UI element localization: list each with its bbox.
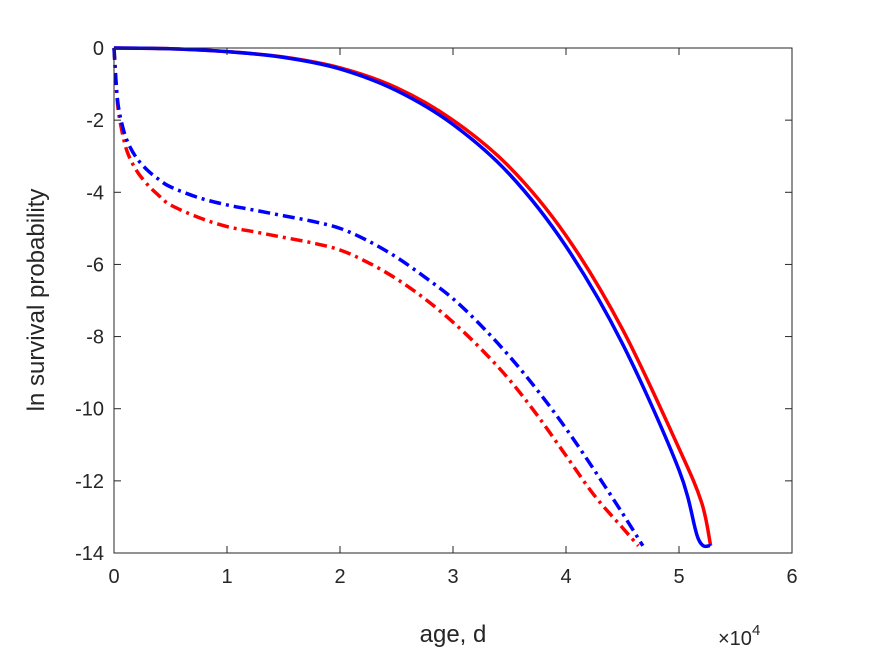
dashdot-series-line-3 <box>112 47 645 547</box>
x-axis-exponent-base: ×10 <box>718 628 752 650</box>
x-axis-exponent-power: 4 <box>752 622 760 639</box>
y-tick-label: -14 <box>75 543 104 565</box>
y-tick-label: -8 <box>86 327 104 349</box>
series-layer <box>112 46 713 549</box>
x-tick-label: 0 <box>108 566 119 588</box>
x-tick-label: 6 <box>786 566 797 588</box>
y-axis-label: ln survival probability <box>23 189 50 412</box>
y-tick-label: 0 <box>93 38 104 60</box>
y-tick-label: -2 <box>86 110 104 132</box>
solid-series-line-1 <box>113 46 712 549</box>
x-tick-label: 1 <box>221 566 232 588</box>
x-tick-label: 3 <box>447 566 458 588</box>
x-tick-label: 4 <box>560 566 571 588</box>
x-axis-label: age, d <box>420 621 487 648</box>
dashdot-series-line-2 <box>112 47 640 547</box>
x-tick-label: 2 <box>334 566 345 588</box>
x-axis-exponent: ×104 <box>718 622 760 650</box>
y-tick-label: -6 <box>86 254 104 276</box>
y-tick-label: -10 <box>75 399 104 421</box>
y-tick-label: -4 <box>86 182 104 204</box>
x-tick-label: 5 <box>673 566 684 588</box>
tick-layer: 0 1 2 3 4 5 6 0 -2 -4 -6 -8 -10 -12 -14 <box>75 38 797 588</box>
y-tick-label: -12 <box>75 471 104 493</box>
